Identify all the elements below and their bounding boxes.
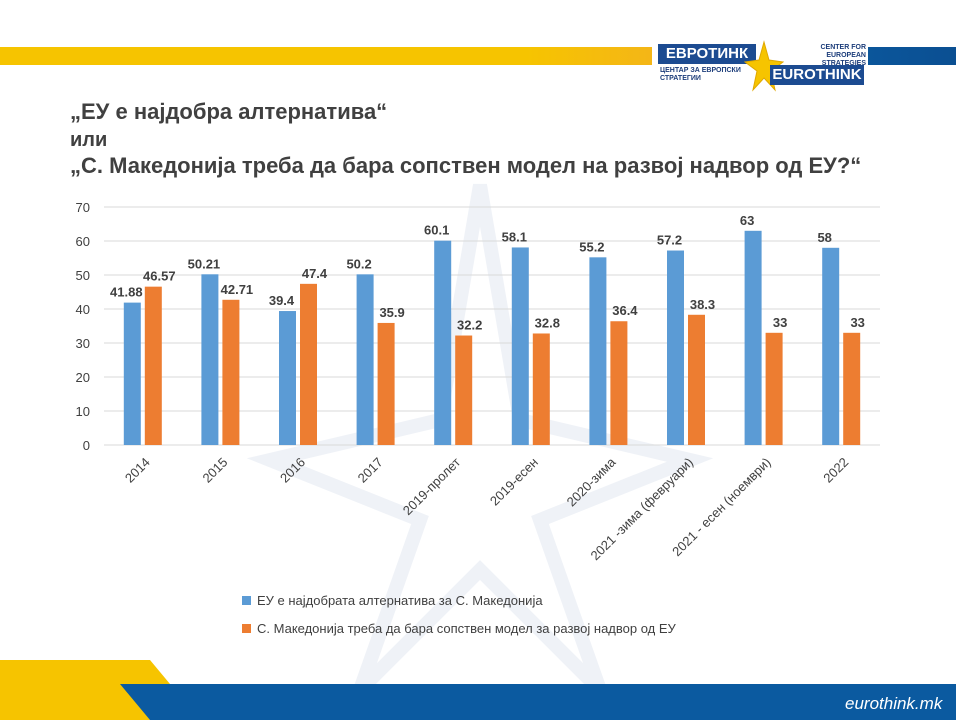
y-tick-label: 50 <box>76 268 90 283</box>
bar-series-1 <box>434 240 452 445</box>
data-label-series-2: 47.4 <box>302 266 328 281</box>
x-tick-label: 2022 <box>820 455 851 486</box>
logo-sub-en: CENTER FOR EUROPEAN STRATEGIES <box>820 44 867 67</box>
star-watermark-icon <box>246 183 714 695</box>
data-label-series-2: 32.2 <box>457 318 482 333</box>
footer-band <box>0 660 956 720</box>
bar-series-1 <box>822 247 840 445</box>
y-tick-label: 10 <box>76 404 90 419</box>
data-label-series-2: 42.71 <box>221 282 254 297</box>
data-label-series-1: 39.4 <box>269 293 295 308</box>
data-label-series-1: 55.2 <box>579 239 604 254</box>
logo-brand-en: EUROTHINK <box>770 65 864 85</box>
title-line-1: „ЕУ е најдобра алтернатива“ <box>70 99 388 124</box>
data-label-series-2: 32.8 <box>535 315 560 330</box>
data-label-series-1: 57.2 <box>657 233 682 248</box>
data-label-series-1: 58.1 <box>502 229 527 244</box>
bar-series-1 <box>744 230 762 445</box>
y-tick-label: 30 <box>76 336 90 351</box>
x-tick-label: 2019-есен <box>487 455 541 509</box>
bar-series-2 <box>532 333 550 445</box>
legend-label-series-1: ЕУ е најдобрата алтернатива за С. Македо… <box>257 593 543 608</box>
bar-series-2 <box>222 299 240 445</box>
logo-brand-mk: ЕВРОТИНК <box>658 44 756 64</box>
data-label-series-1: 50.2 <box>346 256 371 271</box>
data-label-series-1: 58 <box>817 230 831 245</box>
data-label-series-2: 46.57 <box>143 269 176 284</box>
y-tick-label: 70 <box>76 200 90 215</box>
legend-item-series-2: С. Македонија треба да бара сопствен мод… <box>242 621 676 636</box>
bar-series-2 <box>144 286 162 445</box>
x-tick-label: 2015 <box>199 455 230 486</box>
data-label-series-1: 41.88 <box>110 285 143 300</box>
bar-series-2 <box>610 321 628 445</box>
bar-series-1 <box>356 274 374 445</box>
data-label-series-2: 33 <box>773 315 787 330</box>
bar-series-2 <box>688 314 705 445</box>
bar-series-2 <box>300 283 317 445</box>
y-tick-label: 40 <box>76 302 90 317</box>
bar-series-1 <box>589 257 607 445</box>
star-icon <box>744 40 784 92</box>
bar-series-2 <box>377 322 395 445</box>
bar-series-2 <box>843 332 861 445</box>
bar-series-2 <box>765 332 783 445</box>
data-label-series-2: 36.4 <box>612 303 638 318</box>
x-tick-label: 2017 <box>355 455 386 486</box>
bar-series-1 <box>279 311 296 445</box>
data-label-series-2: 33 <box>850 315 864 330</box>
bar-series-1 <box>667 250 684 445</box>
y-tick-label: 60 <box>76 234 90 249</box>
footer-brand: eurothink.mk <box>845 694 943 713</box>
bar-series-1 <box>123 302 141 445</box>
data-label-series-1: 63 <box>740 213 754 228</box>
legend-label-series-2: С. Македонија треба да бара сопствен мод… <box>257 621 676 636</box>
bar-series-1 <box>201 274 219 445</box>
y-tick-label: 20 <box>76 370 90 385</box>
data-label-series-2: 35.9 <box>379 305 404 320</box>
y-tick-label: 0 <box>83 438 90 453</box>
bar-series-1 <box>511 247 529 445</box>
logo-sub-mk: ЦЕНТАР ЗА ЕВРОПСКИ СТРАТЕГИИ <box>660 67 741 82</box>
legend-item-series-1: ЕУ е најдобрата алтернатива за С. Македо… <box>242 593 543 608</box>
title-line-2: или <box>70 129 108 151</box>
legend-swatch-orange <box>242 624 251 633</box>
x-tick-label: 2014 <box>122 455 153 486</box>
bar-series-2 <box>455 335 473 445</box>
data-label-series-1: 50.21 <box>188 256 221 271</box>
x-tick-label: 2019-пролет <box>400 454 464 518</box>
data-label-series-1: 60.1 <box>424 223 449 238</box>
title-line-3: „С. Македонија треба да бара сопствен мо… <box>70 153 862 178</box>
eurothink-logo: ЕВРОТИНК ЦЕНТАР ЗА ЕВРОПСКИ СТРАТЕГИИ CE… <box>652 40 868 94</box>
legend-swatch-blue <box>242 596 251 605</box>
data-label-series-2: 38.3 <box>690 297 715 312</box>
